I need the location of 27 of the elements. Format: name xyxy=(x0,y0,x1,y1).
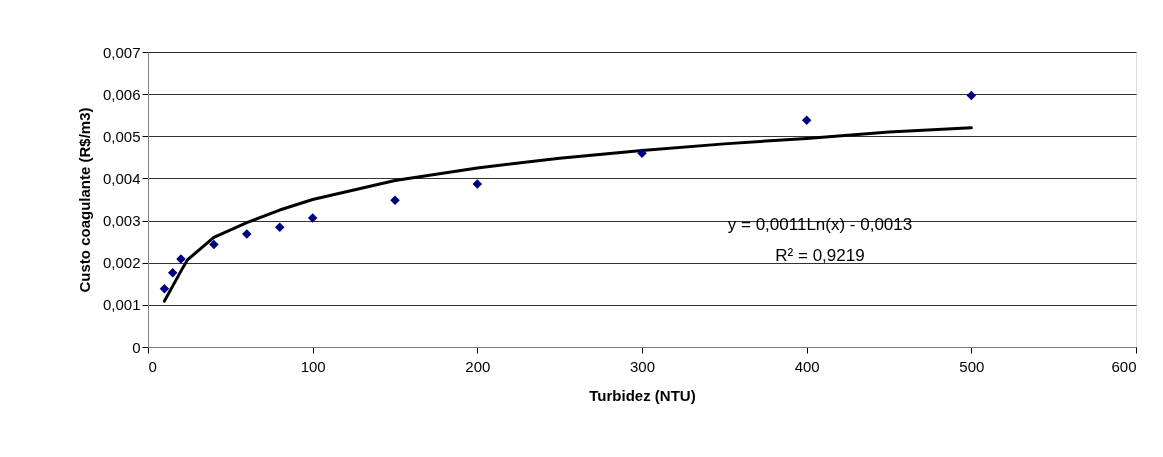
point xyxy=(966,90,977,101)
x-tick-label: 300 xyxy=(629,357,656,375)
y-tick-label: 0,004 xyxy=(102,169,141,187)
y-tick-label: 0,001 xyxy=(102,296,141,314)
x-tick-label: 100 xyxy=(300,357,326,375)
annotation: R² = 0,9219 xyxy=(775,246,865,265)
y-tick-label: 0,002 xyxy=(102,254,141,272)
point xyxy=(472,179,483,189)
x-tick-label: 200 xyxy=(465,357,491,375)
x-tick-label: 0 xyxy=(148,357,157,375)
y-tick-label: 0,003 xyxy=(102,212,141,230)
y-tick-label: 0,005 xyxy=(102,127,141,145)
point xyxy=(159,284,170,294)
y-tick-label: 0,006 xyxy=(102,85,141,103)
x-tick-label: 400 xyxy=(794,357,820,375)
point xyxy=(167,268,178,278)
x-axis-title: Turbidez (NTU) xyxy=(589,386,696,404)
point xyxy=(307,213,318,223)
point xyxy=(801,115,812,126)
x-tick-label: 500 xyxy=(959,357,985,375)
point xyxy=(209,239,219,250)
x-tick-label: 600 xyxy=(1111,357,1137,375)
point xyxy=(390,195,400,206)
y-tick-label: 0 xyxy=(132,338,141,356)
y-tick-label: 0,007 xyxy=(102,43,141,61)
point xyxy=(274,222,285,233)
y-axis-title: Custo coagulante (R$/m3) xyxy=(75,107,93,293)
